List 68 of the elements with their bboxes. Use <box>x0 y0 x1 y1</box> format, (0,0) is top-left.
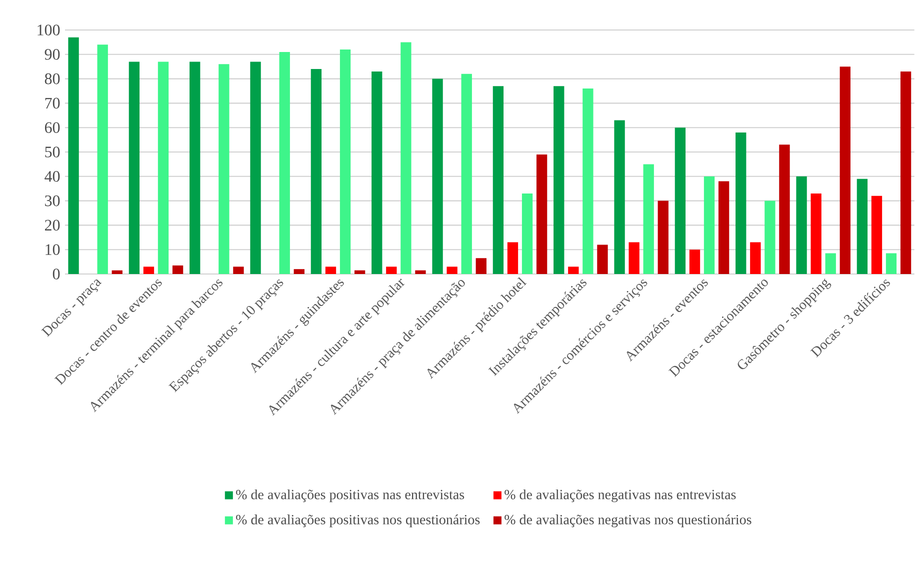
y-tick-label: 70 <box>45 98 60 109</box>
y-tick-label: 20 <box>45 220 60 231</box>
bar <box>764 200 776 274</box>
bar <box>415 270 426 274</box>
bar <box>628 242 640 274</box>
bar <box>643 164 654 274</box>
bar <box>856 178 868 274</box>
bar <box>674 128 686 274</box>
bar <box>158 62 169 274</box>
y-tick-label: 10 <box>46 244 60 255</box>
y-tick-label: 0 <box>52 268 60 280</box>
bar <box>522 193 533 274</box>
bar <box>779 144 790 274</box>
bar <box>218 64 230 274</box>
bar <box>900 71 912 274</box>
bar <box>128 62 140 274</box>
y-tick-label: 50 <box>45 146 60 158</box>
y-tick-label: 40 <box>44 171 60 182</box>
y-tick-label: 100 <box>38 24 60 36</box>
bar <box>112 270 122 274</box>
bar <box>871 196 882 274</box>
bar <box>825 253 836 274</box>
bar <box>432 78 443 274</box>
y-tick-label: 30 <box>45 195 60 206</box>
bar <box>658 200 668 274</box>
bar <box>810 193 822 274</box>
bar <box>886 253 897 274</box>
bar <box>796 176 807 274</box>
legend-label: % de avaliações positivas nos questionários <box>236 514 480 528</box>
bar <box>386 266 397 274</box>
bar <box>492 86 504 274</box>
bar <box>340 50 351 274</box>
y-tick-label: 60 <box>44 122 60 133</box>
bar <box>750 242 761 274</box>
bar <box>233 266 244 274</box>
bar <box>704 176 715 274</box>
bar <box>840 66 850 274</box>
bar <box>325 266 336 274</box>
bar <box>718 181 730 274</box>
bar <box>354 270 366 274</box>
bar <box>536 154 548 274</box>
bar <box>507 242 518 274</box>
bar <box>582 88 594 274</box>
bar <box>250 62 261 274</box>
legend-label: % de avaliações negativas nas entrevistas <box>504 489 736 502</box>
y-tick-label: 80 <box>44 73 60 84</box>
bar <box>614 120 625 274</box>
bar <box>97 44 108 274</box>
bar <box>190 62 200 274</box>
bar <box>568 266 579 274</box>
bar <box>143 266 154 274</box>
bar <box>68 37 79 274</box>
bar <box>172 265 184 274</box>
legend-label: % de avaliações positivas nas entrevistas <box>236 489 464 502</box>
bar <box>279 52 290 274</box>
legend-label: % de avaliações negativas nos questionários <box>504 514 752 528</box>
bar <box>294 269 304 274</box>
bar <box>310 69 322 274</box>
bar <box>689 250 700 274</box>
bar <box>476 258 486 274</box>
bar <box>736 132 746 274</box>
bar <box>446 266 458 274</box>
bar <box>597 244 608 274</box>
bar <box>461 74 472 274</box>
bar <box>400 42 412 274</box>
bar <box>372 71 382 274</box>
bar <box>554 86 564 274</box>
y-tick-label: 90 <box>44 48 60 60</box>
